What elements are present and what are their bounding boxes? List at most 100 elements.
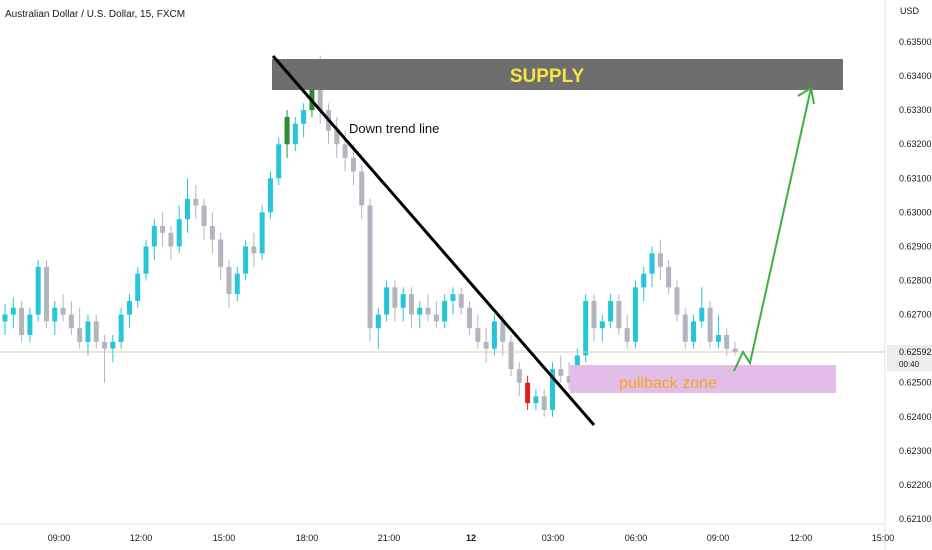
candle-body xyxy=(450,294,456,301)
projection-arrow[interactable] xyxy=(733,87,812,372)
candle[interactable] xyxy=(284,110,290,158)
candle[interactable] xyxy=(425,294,431,322)
candle[interactable] xyxy=(126,294,132,329)
price-tick-label: 0.62200 xyxy=(899,480,932,490)
candle[interactable] xyxy=(467,300,473,336)
candle[interactable] xyxy=(19,300,25,342)
time-tick-label: 12:00 xyxy=(130,533,153,543)
candle[interactable] xyxy=(682,307,688,349)
candle[interactable] xyxy=(151,219,157,261)
candle[interactable] xyxy=(392,280,398,322)
candle-body xyxy=(209,225,215,240)
candle[interactable] xyxy=(442,294,448,329)
candle[interactable] xyxy=(516,362,522,397)
candle[interactable] xyxy=(715,314,721,349)
candle-body xyxy=(301,110,307,124)
candle[interactable] xyxy=(143,239,149,281)
candle[interactable] xyxy=(60,294,66,322)
candle[interactable] xyxy=(375,307,381,349)
candle[interactable] xyxy=(35,260,41,322)
candle[interactable] xyxy=(541,389,547,417)
candle[interactable] xyxy=(218,232,224,281)
candle[interactable] xyxy=(160,212,166,247)
candle[interactable] xyxy=(135,266,141,308)
candle[interactable] xyxy=(209,212,215,254)
candle[interactable] xyxy=(624,314,630,349)
candle[interactable] xyxy=(301,103,307,138)
candle[interactable] xyxy=(251,232,257,267)
pullback-zone[interactable] xyxy=(570,365,836,393)
candle[interactable] xyxy=(691,314,697,349)
candle[interactable] xyxy=(632,280,638,349)
candle[interactable] xyxy=(243,239,249,281)
candle[interactable] xyxy=(525,375,531,410)
candle[interactable] xyxy=(583,294,589,363)
candle[interactable] xyxy=(657,239,663,281)
candle[interactable] xyxy=(508,335,514,376)
candle[interactable] xyxy=(699,287,705,329)
candle[interactable] xyxy=(641,266,647,301)
candle[interactable] xyxy=(93,314,99,349)
candle[interactable] xyxy=(566,362,572,390)
candle[interactable] xyxy=(276,137,282,186)
candle[interactable] xyxy=(234,266,240,301)
candle[interactable] xyxy=(176,205,182,254)
candle[interactable] xyxy=(491,314,497,356)
candle[interactable] xyxy=(475,314,481,349)
candle[interactable] xyxy=(483,328,489,363)
candle[interactable] xyxy=(185,178,190,233)
candle[interactable] xyxy=(10,297,16,329)
projection-arrowhead xyxy=(797,86,815,105)
candle[interactable] xyxy=(118,307,124,349)
candle[interactable] xyxy=(458,287,464,315)
time-tick-label: 06:00 xyxy=(625,533,648,543)
candle[interactable] xyxy=(558,355,564,383)
candle[interactable] xyxy=(350,144,356,186)
candle[interactable] xyxy=(2,304,8,336)
candle[interactable] xyxy=(201,198,207,240)
candle[interactable] xyxy=(591,294,597,342)
candle[interactable] xyxy=(724,328,730,356)
candle[interactable] xyxy=(550,362,555,417)
candle[interactable] xyxy=(649,246,655,288)
candle[interactable] xyxy=(608,294,614,329)
price-tick-label: 0.62900 xyxy=(899,241,932,251)
candle[interactable] xyxy=(616,294,622,336)
candle-countdown: 00:40 xyxy=(899,360,920,369)
candle[interactable] xyxy=(43,260,49,329)
price-tick-label: 0.63000 xyxy=(899,207,932,217)
candle[interactable] xyxy=(102,335,108,383)
supply-zone[interactable] xyxy=(272,59,843,90)
candle[interactable] xyxy=(110,335,116,363)
candle[interactable] xyxy=(599,314,605,342)
candle[interactable] xyxy=(384,280,390,322)
candle[interactable] xyxy=(433,300,439,329)
candle[interactable] xyxy=(259,205,265,261)
candle[interactable] xyxy=(226,260,232,308)
candle[interactable] xyxy=(193,185,199,220)
candle[interactable] xyxy=(292,116,298,152)
candle[interactable] xyxy=(674,280,680,322)
candle[interactable] xyxy=(52,300,58,336)
candle[interactable] xyxy=(359,164,365,220)
candle[interactable] xyxy=(732,341,738,356)
candle[interactable] xyxy=(77,307,83,349)
candle[interactable] xyxy=(707,300,713,349)
candle-body xyxy=(151,225,157,247)
candle[interactable] xyxy=(400,287,406,322)
candle[interactable] xyxy=(267,171,273,220)
candle[interactable] xyxy=(408,287,414,329)
candle[interactable] xyxy=(85,314,91,356)
candle[interactable] xyxy=(334,116,340,158)
candle[interactable] xyxy=(168,225,174,261)
candle[interactable] xyxy=(450,287,456,315)
down-trend-line[interactable] xyxy=(271,55,596,426)
candle[interactable] xyxy=(367,198,373,342)
candle[interactable] xyxy=(666,260,672,295)
candle-body xyxy=(500,321,506,342)
candle[interactable] xyxy=(27,307,33,342)
candle[interactable] xyxy=(68,300,74,336)
candle[interactable] xyxy=(533,389,539,410)
candle[interactable] xyxy=(417,300,423,329)
